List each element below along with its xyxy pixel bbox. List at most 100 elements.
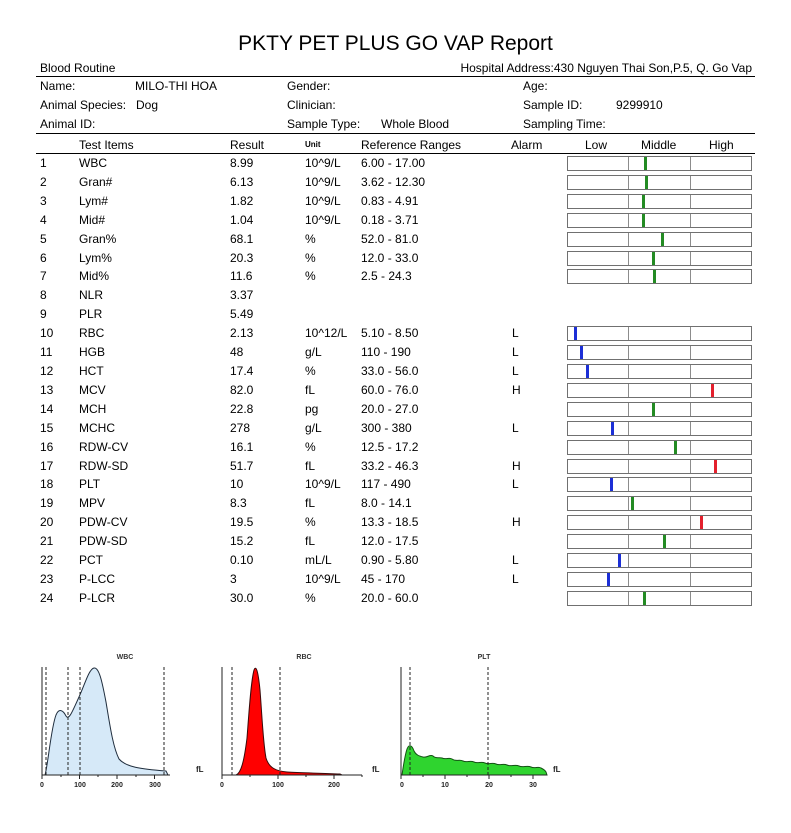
range-divider xyxy=(628,554,629,568)
range-divider xyxy=(628,478,629,492)
range-bar xyxy=(567,458,752,474)
sample-id-label: Sample ID: xyxy=(523,98,583,112)
range-marker xyxy=(713,459,717,473)
result-value: 6.13 xyxy=(230,174,254,189)
sample-id-value: 9299910 xyxy=(616,98,663,112)
reference-range: 117 - 490 xyxy=(361,477,411,492)
result-value: 0.10 xyxy=(230,553,254,568)
range-divider xyxy=(628,516,629,530)
range-divider xyxy=(690,364,691,378)
result-unit: 10^12/L xyxy=(305,326,348,341)
alarm-flag: L xyxy=(512,326,519,341)
result-unit: 10^9/L xyxy=(305,156,341,170)
result-row: 10 RBC 2.13 10^12/L 5.10 - 8.50 L xyxy=(0,324,791,343)
test-item: NLR xyxy=(79,288,104,303)
test-item: Lym# xyxy=(79,193,108,208)
result-unit: % xyxy=(305,363,316,378)
result-unit: % xyxy=(305,269,316,284)
row-number: 10 xyxy=(40,326,54,341)
result-unit: 10^9/L xyxy=(305,193,341,208)
x-tick-label: 0 xyxy=(400,782,404,789)
result-row: 6 Lym% 20.3% 12.0 - 33.0 xyxy=(0,249,791,268)
test-item: PDW-SD xyxy=(79,534,128,549)
column-header-alarm: Alarm xyxy=(511,138,543,152)
row-number: 17 xyxy=(40,458,54,473)
x-tick-label: 200 xyxy=(328,782,340,789)
row-number: 18 xyxy=(40,477,54,492)
x-unit-label: fL xyxy=(553,765,561,774)
result-row: 22 PCT 0.10 mL/L 0.90 - 5.80 L xyxy=(0,551,791,570)
range-marker xyxy=(651,402,655,416)
alarm-flag: H xyxy=(512,382,521,397)
result-unit: mL/L xyxy=(305,553,332,568)
rbc-histogram: RBC 0 100 200 fL xyxy=(220,654,380,789)
alarm-flag: H xyxy=(512,515,521,530)
result-row: 23 P-LCC 3 10^9/L 45 - 170 L xyxy=(0,570,791,589)
test-item: PDW-CV xyxy=(79,515,128,530)
row-number: 3 xyxy=(40,193,47,208)
result-unit: % xyxy=(305,250,316,265)
clinician-label: Clinician: xyxy=(287,98,336,112)
result-value: 10 xyxy=(230,477,244,492)
result-row: 18 PLT 10 10^9/L 117 - 490 L xyxy=(0,475,791,494)
result-row: 16 RDW-CV 16.1% 12.5 - 17.2 xyxy=(0,438,791,457)
gender-label: Gender: xyxy=(287,79,331,93)
reference-range: 52.0 - 81.0 xyxy=(361,231,419,246)
range-bar xyxy=(567,401,752,417)
test-item: PLR xyxy=(79,307,103,322)
range-divider xyxy=(628,535,629,549)
divider xyxy=(36,76,755,77)
result-row: 3 Lym# 1.82 10^9/L 0.83 - 4.91 xyxy=(0,192,791,211)
test-item: PLT xyxy=(79,477,101,492)
range-divider xyxy=(628,194,629,208)
range-marker xyxy=(652,270,656,284)
range-bar xyxy=(567,590,752,606)
test-item: WBC xyxy=(79,156,107,170)
row-number: 12 xyxy=(40,363,54,378)
result-unit: % xyxy=(305,515,316,530)
range-bar xyxy=(567,212,752,228)
test-item: MCV xyxy=(79,382,106,397)
test-item: P-LCR xyxy=(79,590,116,605)
result-value: 16.1 xyxy=(230,439,254,454)
range-divider xyxy=(690,516,691,530)
range-bar xyxy=(567,363,752,379)
range-bar xyxy=(567,477,752,493)
range-marker xyxy=(574,327,578,341)
range-marker xyxy=(617,554,621,568)
species-value: Dog xyxy=(136,98,159,112)
result-row: 20 PDW-CV 19.5% 13.3 - 18.5 H xyxy=(0,513,791,532)
range-divider xyxy=(690,591,691,605)
row-number: 15 xyxy=(40,420,54,435)
range-bar xyxy=(567,174,752,190)
reference-range: 0.90 - 5.80 xyxy=(361,553,419,568)
test-item: Lym% xyxy=(79,250,112,265)
result-value: 19.5 xyxy=(230,515,254,530)
range-divider xyxy=(690,232,691,246)
range-marker xyxy=(642,591,646,605)
histogram-panel: WBC 0 100 200 300 fL RBC 0 100 200 fL xyxy=(40,654,561,789)
range-marker xyxy=(711,383,715,397)
range-marker xyxy=(662,535,666,549)
reference-range: 13.3 - 18.5 xyxy=(361,515,419,530)
result-unit: 10^9/L xyxy=(305,174,341,189)
range-marker xyxy=(700,516,704,530)
row-number: 16 xyxy=(40,439,54,454)
range-marker xyxy=(630,497,634,511)
range-bar xyxy=(567,534,752,550)
result-unit: % xyxy=(305,439,316,454)
range-bar xyxy=(567,439,752,455)
range-marker xyxy=(642,194,646,208)
range-divider xyxy=(690,554,691,568)
section-title: Blood Routine xyxy=(40,61,116,75)
alarm-flag: L xyxy=(512,571,519,586)
range-divider xyxy=(690,270,691,284)
test-item: HGB xyxy=(79,345,106,360)
result-row: 9 PLR 5.49 xyxy=(0,305,791,324)
result-row: 7 Mid% 11.6% 2.5 - 24.3 xyxy=(0,267,791,286)
result-unit: g/L xyxy=(305,345,322,360)
alarm-flag: L xyxy=(512,477,519,492)
row-number: 4 xyxy=(40,212,47,227)
x-ticks xyxy=(221,775,363,779)
hospital-address-label: Hospital Address: xyxy=(460,61,554,75)
